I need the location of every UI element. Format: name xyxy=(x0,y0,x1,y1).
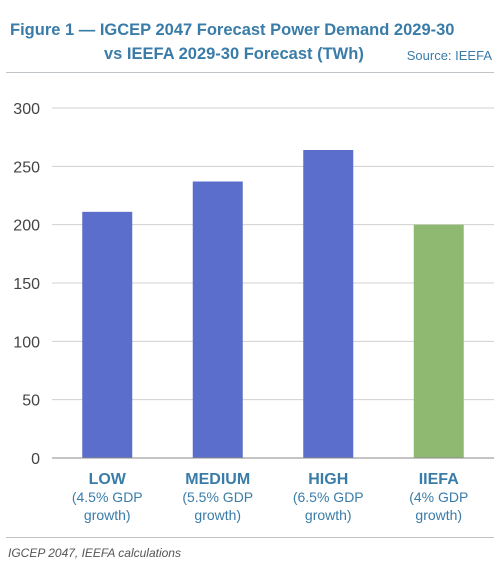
title-line-2-text: vs IEEFA 2029-30 Forecast (TWh) xyxy=(104,45,364,63)
bar-medium xyxy=(192,181,243,458)
y-tick-label-150: 150 xyxy=(13,276,40,293)
x-tick-label-high: HIGH xyxy=(308,471,348,488)
y-tick-label-50: 50 xyxy=(22,393,40,410)
y-tick-label-300: 300 xyxy=(13,101,40,118)
bar-low xyxy=(82,211,133,458)
title-line-2: vs IEEFA 2029-30 Forecast (TWh) Source: … xyxy=(10,42,492,66)
footnote: IGCEP 2047, IEEFA calculations xyxy=(8,546,181,560)
bar-chart: 0 50 100 150 200 250 300 LOW(4.5% GDP growth) MED… xyxy=(13,101,494,523)
x-tick-note-low-2: growth) xyxy=(84,507,131,523)
chart-title: Figure 1 — IGCEP 2047 Forecast Power Dem… xyxy=(10,18,492,66)
y-tick-label-200: 200 xyxy=(13,218,40,235)
title-line-1: Figure 1 — IGCEP 2047 Forecast Power Dem… xyxy=(10,21,455,39)
bar-iiefa xyxy=(413,224,464,458)
bottom-divider xyxy=(6,537,494,538)
x-tick-label-iiefa: IIEFA xyxy=(419,471,459,488)
x-tick-label-low: LOW xyxy=(89,471,127,488)
x-tick-note-iiefa-1: (4% GDP xyxy=(409,489,468,505)
source-label: Source: IEEFA xyxy=(406,48,492,63)
x-tick-note-iiefa-2: growth) xyxy=(415,507,462,523)
bar-high xyxy=(303,150,354,458)
x-tick-note-high-1: (6.5% GDP xyxy=(293,489,364,505)
x-tick-note-medium-1: (5.5% GDP xyxy=(182,489,253,505)
x-tick-label-medium: MEDIUM xyxy=(185,471,250,488)
x-tick-note-medium-2: growth) xyxy=(194,507,241,523)
y-tick-label-0: 0 xyxy=(31,451,40,468)
top-divider xyxy=(6,72,494,73)
x-tick-note-low-1: (4.5% GDP xyxy=(72,489,143,505)
x-tick-note-high-2: growth) xyxy=(305,507,352,523)
y-tick-label-250: 250 xyxy=(13,159,40,176)
y-tick-label-100: 100 xyxy=(13,334,40,351)
